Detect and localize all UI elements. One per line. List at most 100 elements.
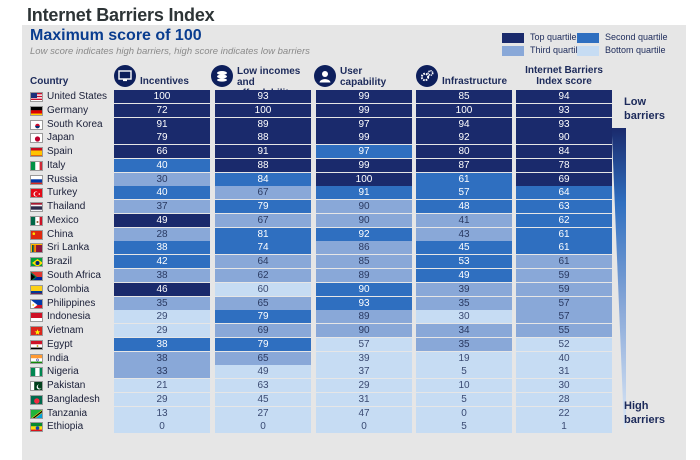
data-cell-incentives: 29 [114,310,210,324]
data-cell-user_capability: 99 [316,131,412,145]
data-cell-incentives: 46 [114,282,210,296]
data-cell-index_score: 30 [516,379,612,393]
country-name: Russia [47,173,78,185]
row-label-india: India [30,352,110,366]
data-cell-incentives: 79 [114,131,210,145]
gears-icon [416,65,438,87]
data-cell-incentives: 100 [114,90,210,103]
data-cell-incentives: 38 [114,351,210,365]
data-cell-infrastructure: 92 [416,131,512,145]
country-name: South Africa [47,270,101,281]
column-header-infrastructure: Infrastructure [416,63,512,91]
data-cell-low_incomes: 88 [215,158,311,172]
data-cell-infrastructure: 0 [416,406,512,420]
row-label-ethiopia: Ethiopia [30,420,110,434]
flag-icon [30,188,43,199]
flag-icon [30,422,43,433]
data-cell-infrastructure: 80 [416,145,512,159]
data-cell-low_incomes: 74 [215,241,311,255]
data-cell-index_score: 63 [516,200,612,214]
data-cell-low_incomes: 65 [215,351,311,365]
data-cell-index_score: 59 [516,269,612,282]
column-header-low-incomes: Low incomes and affordability [211,63,311,99]
data-cell-index_score: 62 [516,213,612,227]
row-label-nigeria: Nigeria [30,365,110,379]
data-cell-incentives: 66 [114,145,210,159]
country-name: Thailand [47,201,86,213]
data-cell-user_capability: 97 [316,145,412,159]
data-cell-infrastructure: 5 [416,392,512,406]
data-cell-index_score: 31 [516,365,612,379]
flag-icon [30,133,43,144]
data-cell-user_capability: 97 [316,117,412,131]
data-cell-index_score: 84 [516,145,612,159]
data-cell-index_score: 69 [516,172,612,186]
data-cell-infrastructure: 30 [416,310,512,324]
data-cell-infrastructure: 5 [416,365,512,379]
data-cell-low_incomes: 67 [215,213,311,227]
legend-label: Second quartile [605,32,668,42]
data-cell-index_score: 57 [516,296,612,310]
data-cell-low_incomes: 62 [215,269,311,282]
country-name: Colombia [47,283,90,295]
data-cell-infrastructure: 49 [416,269,512,282]
row-label-japan: Japan [30,131,110,145]
high-barriers-label: High barriers [624,400,665,426]
data-cell-index_score: 64 [516,186,612,200]
country-name: Sri Lanka [47,242,90,254]
column-header-index-score: Internet Barriers Index score [516,63,612,91]
flag-icon [30,408,43,419]
column-header-incentives: Incentives [114,63,210,91]
data-cell-incentives: 49 [114,213,210,227]
row-label-turkey: Turkey [30,186,110,200]
data-cell-incentives: 38 [114,337,210,351]
flag-icon [30,367,43,378]
coins-icon [211,65,233,87]
row-label-indonesia: Indonesia [30,310,110,324]
data-cell-low_incomes: 69 [215,324,311,338]
data-cell-low_incomes: 100 [215,103,311,117]
data-cell-index_score: 90 [516,131,612,145]
data-cell-infrastructure: 48 [416,200,512,214]
legend-swatch [577,33,599,43]
data-cell-index_score: 61 [516,255,612,269]
data-cell-user_capability: 86 [316,241,412,255]
data-cell-infrastructure: 43 [416,227,512,241]
row-label-south-africa: South Africa [30,269,110,283]
data-cell-incentives: 29 [114,324,210,338]
country-name: Mexico [47,214,79,226]
data-cell-user_capability: 0 [316,420,412,434]
data-cell-low_incomes: 93 [215,90,311,103]
data-cell-user_capability: 47 [316,406,412,420]
row-label-spain: Spain [30,145,110,159]
data-cell-index_score: 94 [516,90,612,103]
data-cell-low_incomes: 89 [215,117,311,131]
flag-icon [30,92,43,102]
data-cell-low_incomes: 0 [215,420,311,434]
data-cell-infrastructure: 35 [416,296,512,310]
row-label-mexico: Mexico [30,214,110,228]
country-name: Italy [47,159,66,171]
country-name: Ethiopia [47,421,84,433]
data-cell-index_score: 40 [516,351,612,365]
data-cell-index_score: 1 [516,420,612,434]
flag-icon [30,160,43,171]
country-name: India [47,352,69,364]
data-cell-user_capability: 92 [316,227,412,241]
row-label-pakistan: Pakistan [30,379,110,393]
flag-icon [30,284,43,295]
country-name: Japan [47,132,75,144]
column-header-label: Incentives [140,76,189,87]
data-cell-user_capability: 31 [316,392,412,406]
data-cell-index_score: 59 [516,282,612,296]
data-cell-user_capability: 90 [316,324,412,338]
flag-icon [30,174,43,185]
row-label-italy: Italy [30,159,110,173]
data-cell-incentives: 40 [114,186,210,200]
flag-icon [30,326,43,337]
flag-icon [30,381,43,392]
data-cell-low_incomes: 79 [215,337,311,351]
data-cell-user_capability: 91 [316,186,412,200]
data-cell-low_incomes: 88 [215,131,311,145]
data-cell-incentives: 33 [114,365,210,379]
